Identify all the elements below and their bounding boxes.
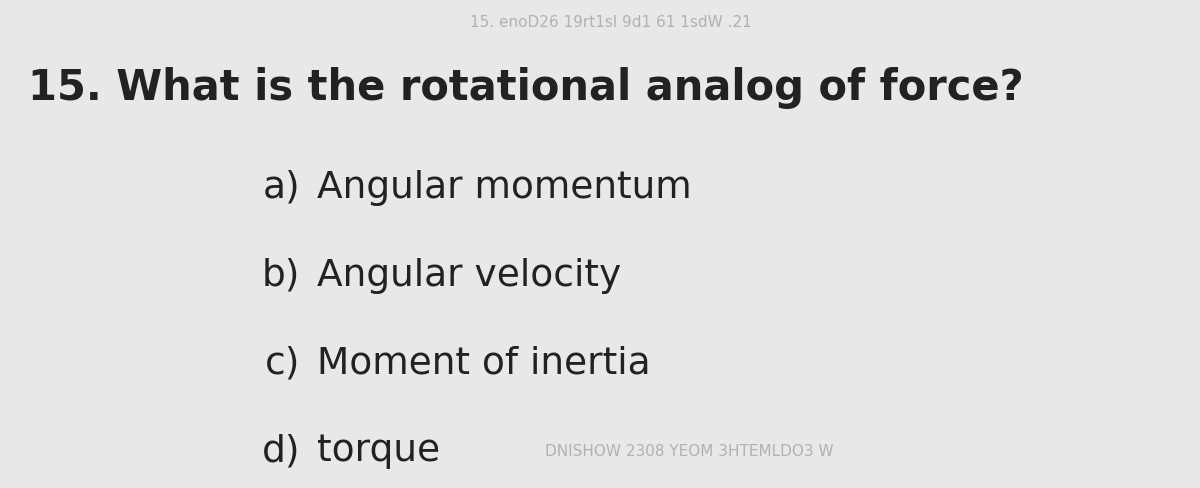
Text: Moment of inertia: Moment of inertia (317, 346, 650, 382)
Text: a): a) (263, 170, 300, 206)
Text: Angular momentum: Angular momentum (317, 170, 691, 206)
Text: torque: torque (317, 433, 439, 469)
Text: c): c) (264, 346, 300, 382)
Text: b): b) (262, 258, 300, 294)
Text: d): d) (262, 433, 300, 469)
Text: Angular velocity: Angular velocity (317, 258, 620, 294)
Text: 15. enoD26 19rt1sl 9d1 61 1sdW .21: 15. enoD26 19rt1sl 9d1 61 1sdW .21 (470, 15, 752, 30)
Text: DNISHOW 2308 YEOM 3HTEMLDO3 W: DNISHOW 2308 YEOM 3HTEMLDO3 W (545, 444, 833, 459)
Text: 15. What is the rotational analog of force?: 15. What is the rotational analog of for… (28, 67, 1024, 109)
